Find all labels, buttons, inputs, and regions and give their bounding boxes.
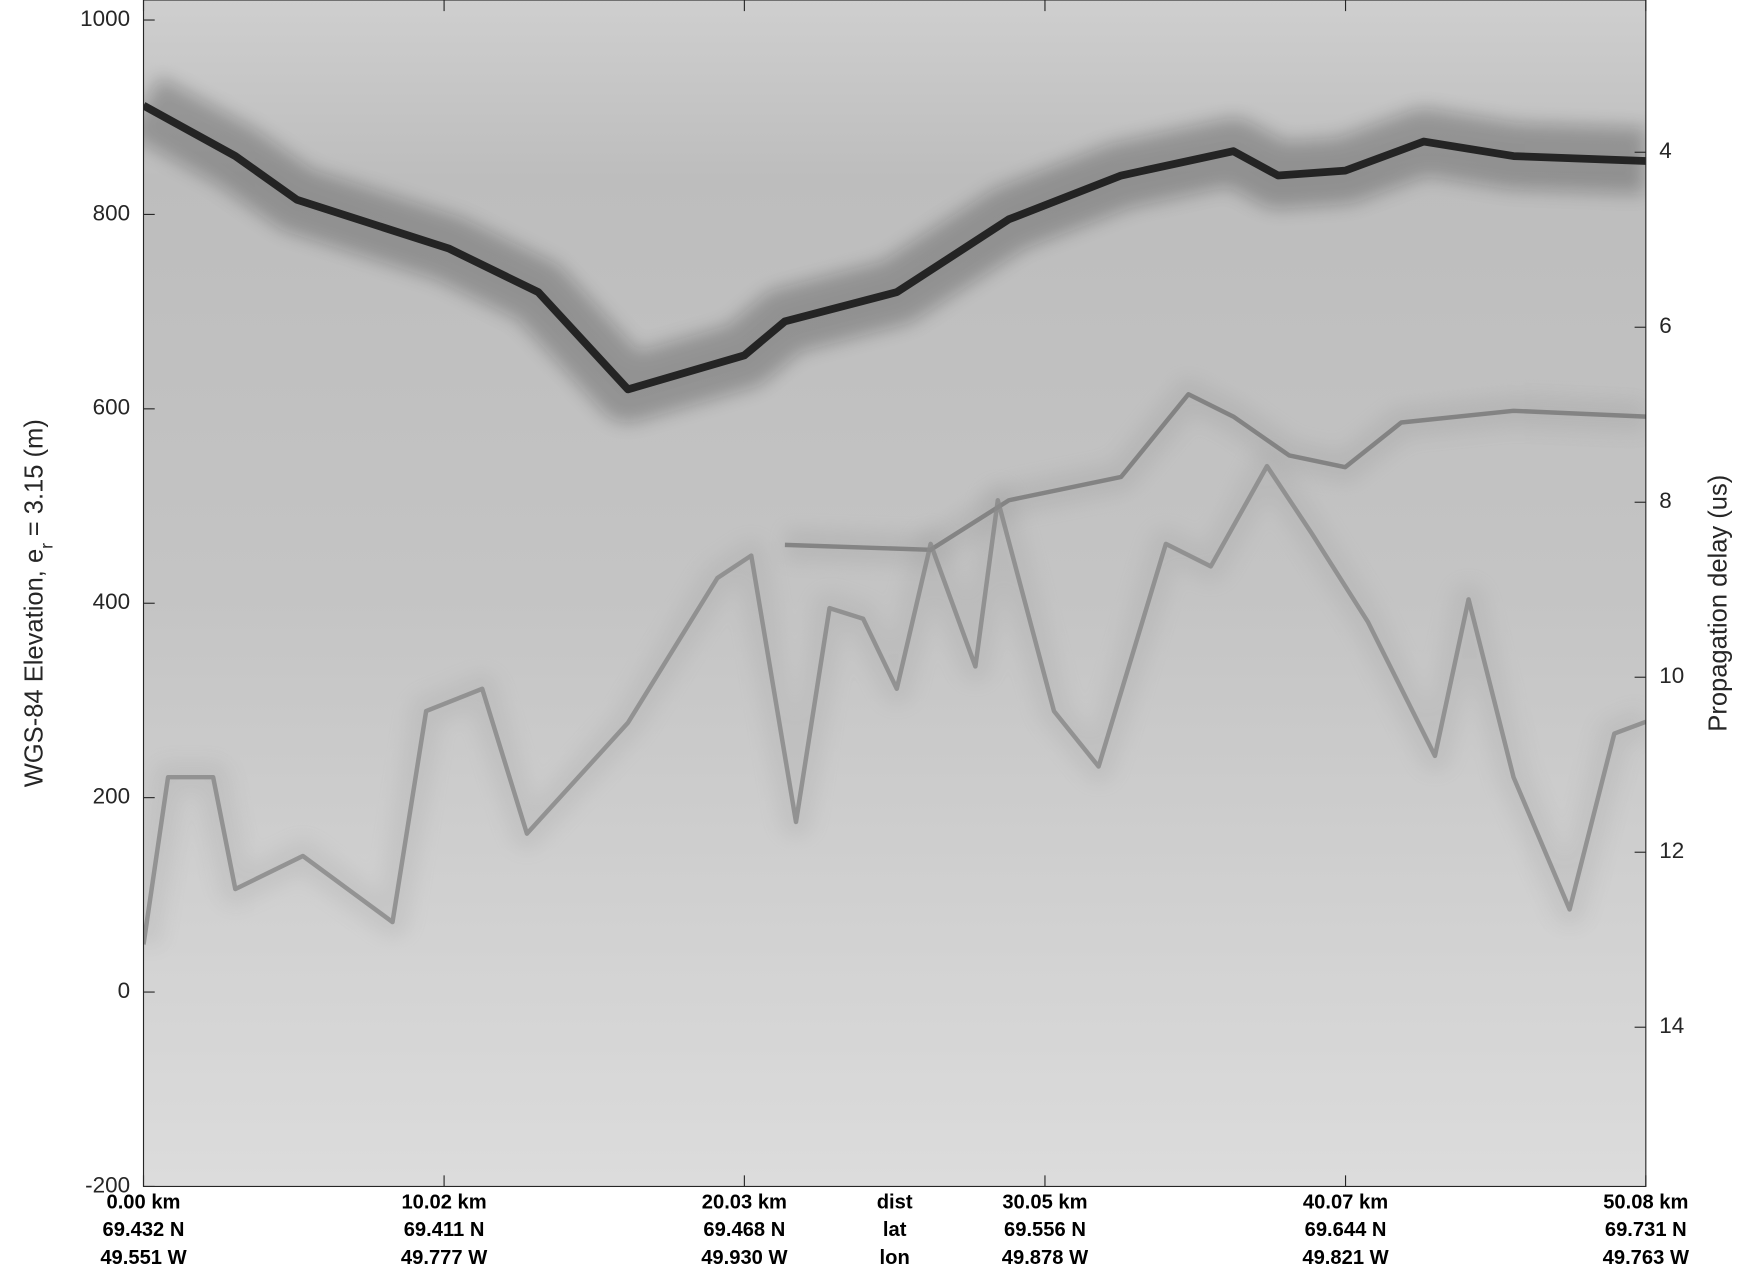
lon-label: 49.930 W	[701, 1247, 787, 1269]
reflector	[143, 463, 1646, 945]
lon-label: 49.763 W	[1603, 1247, 1689, 1269]
y-tick-label: 1000	[80, 6, 130, 31]
lon-label: 49.878 W	[1002, 1247, 1088, 1269]
y-axis-label: WGS-84 Elevation, er = 3.15 (m)	[21, 419, 57, 787]
x-tick-label: 30.05 km	[1002, 1191, 1087, 1213]
x-tick-label: 20.03 km	[702, 1191, 787, 1213]
y-tick-label: 0	[118, 978, 130, 1003]
y2-tick-label: 10	[1659, 663, 1684, 688]
lat-label: 69.644 N	[1305, 1219, 1387, 1241]
y-tick-label: 600	[93, 395, 130, 420]
y2-tick-label: 4	[1659, 138, 1671, 163]
y-axis-label-main: WGS-84 Elevation, e	[21, 549, 49, 787]
lat-label: 69.468 N	[703, 1219, 785, 1241]
lon-label: 49.551 W	[100, 1247, 186, 1269]
echogram	[143, 76, 1646, 947]
lat-label: 69.432 N	[103, 1219, 185, 1241]
reflector	[143, 102, 1646, 394]
y-tick-label: 400	[93, 589, 130, 614]
y-tick-label: 200	[93, 784, 130, 809]
row-label: lat	[883, 1219, 907, 1241]
y-tick-label: 800	[93, 200, 130, 225]
lat-label: 69.556 N	[1004, 1219, 1086, 1241]
lat-label: 69.411 N	[404, 1219, 485, 1241]
x-tick-label: 0.00 km	[106, 1191, 180, 1213]
plot-frame	[142, 0, 1647, 1188]
y-tick-label: -200	[85, 1172, 130, 1197]
lat-label: 69.731 N	[1605, 1219, 1687, 1241]
y-axis-label-rest: = 3.15 (m)	[21, 419, 49, 536]
row-label: dist	[877, 1191, 913, 1213]
y2-axis-label: Propagation delay (us)	[1704, 475, 1732, 732]
y2-tick-label: 8	[1659, 488, 1671, 513]
x-tick-label: 40.07 km	[1303, 1191, 1388, 1213]
row-label: lon	[880, 1247, 910, 1269]
y-axis-label-subscript: r	[37, 543, 57, 549]
lon-label: 49.777 W	[401, 1247, 487, 1269]
y2-tick-label: 6	[1659, 313, 1671, 338]
x-tick-label: 10.02 km	[401, 1191, 486, 1213]
y2-tick-label: 14	[1659, 1013, 1684, 1038]
x-tick-label: 50.08 km	[1603, 1191, 1688, 1213]
lon-label: 49.821 W	[1302, 1247, 1388, 1269]
y2-tick-label: 12	[1659, 838, 1684, 863]
